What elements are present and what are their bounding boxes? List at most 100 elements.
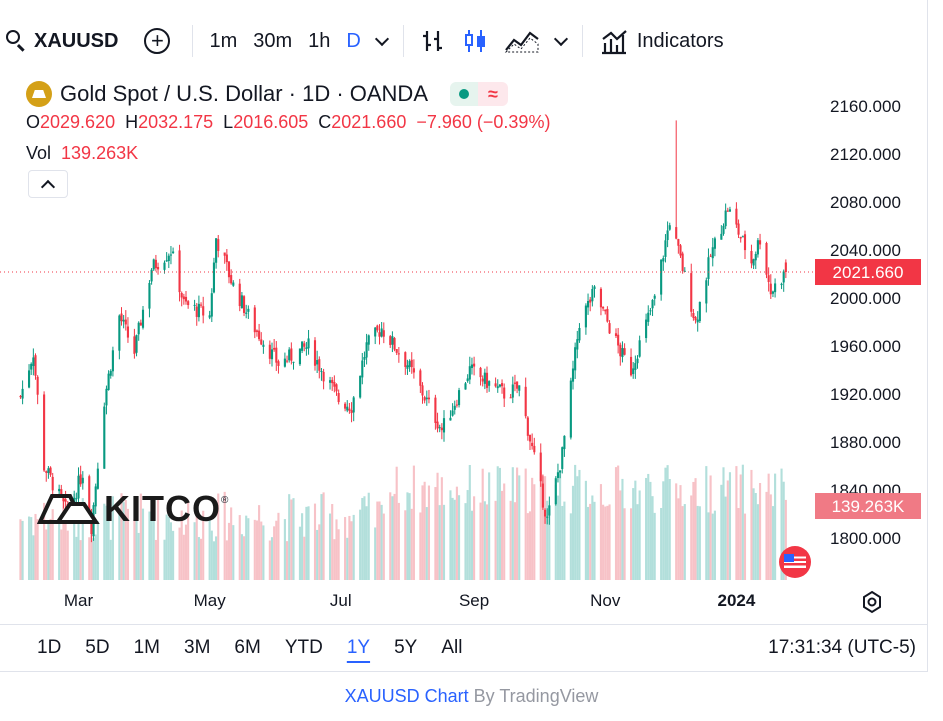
candle-style-button[interactable] [454,21,496,61]
candle-body [391,336,394,345]
range-1m-button[interactable]: 1M [133,637,160,658]
volume-bar [758,482,762,580]
candle-body [584,305,587,328]
candle-body [425,397,428,400]
volume-bar [638,490,641,580]
candle-body [481,378,484,382]
interval-dropdown-button[interactable] [369,21,395,61]
bars-icon [422,31,442,51]
range-5y-button[interactable]: 5Y [394,637,418,658]
candle-body [651,299,654,309]
candle-body [316,360,319,365]
chart-style-dropdown-button[interactable] [548,21,574,61]
high-key: H [125,112,139,132]
volume-bar [621,478,624,580]
volume-bar [19,519,22,580]
volume-bar [376,501,379,580]
settings-gear-icon[interactable] [859,589,885,620]
candle-body [756,240,759,255]
volume-bar [96,521,99,580]
candle-body [681,253,684,272]
volume-bar [591,495,594,580]
candle-body [88,476,91,518]
indicators-button[interactable]: Indicators [591,21,732,61]
candle-body [638,340,641,357]
volume-bar [156,496,160,580]
candle-body [277,361,280,366]
candle-body [288,349,291,361]
range-5d-button[interactable]: 5D [85,637,110,658]
candle-body [150,269,153,282]
candle-body [154,259,157,269]
area-style-button[interactable] [496,21,548,61]
volume-bar [270,537,274,580]
range-1d-button[interactable]: 1D [37,637,62,658]
volume-bar [645,477,648,580]
candle-body [365,342,368,358]
candle-body [690,273,693,312]
candle-body [352,397,355,413]
volume-bar [528,511,532,580]
timezone-clock[interactable]: 17:31:34 (UTC-5) [768,637,916,658]
volume-bar [253,519,256,580]
candle-body [546,516,549,518]
volume-bar [79,540,82,580]
candle-body [148,282,151,309]
range-ytd-button[interactable]: YTD [284,637,323,658]
range-6m-button[interactable]: 6M [234,637,261,658]
market-status-pill[interactable]: ≈ [450,82,508,106]
range-all-button[interactable]: All [441,637,463,658]
candle-body [494,383,497,387]
candle-body [440,427,443,431]
symbol-search-button[interactable]: XAUUSD [4,21,126,61]
candle-body [498,384,501,387]
candle-body [199,304,203,306]
candle-body [619,344,622,357]
close-key: C [318,112,332,132]
candle-body [758,240,762,245]
volume-bar [563,501,566,580]
volume-bar [66,530,69,580]
volume-bar [690,495,693,580]
candle-body [647,312,650,322]
interval-d-button[interactable]: D [346,29,361,52]
us-flag-icon[interactable] [779,546,811,578]
volume-bar [32,535,35,580]
range-3m-button[interactable]: 3M [184,637,211,658]
volume-bar [313,503,317,580]
candle-body [511,384,514,398]
y-tick-label: 2120.000 [830,145,901,164]
volume-bar [122,502,125,580]
add-symbol-icon[interactable]: + [144,28,171,54]
chart-link[interactable]: XAUUSD Chart [344,686,469,706]
interval-1m-button[interactable]: 1m [209,29,238,52]
candle-body [322,371,325,382]
candle-body [346,406,349,411]
range-1y-button[interactable]: 1Y [346,637,371,658]
candle-body [303,343,306,347]
volume-bar [187,500,190,580]
candle-body [34,355,37,376]
price-chart[interactable]: 2160.000 2120.000 2080.000 2040.000 2000.000… [0,70,928,626]
volume-bar [292,498,295,580]
y-tick-label: 1800.000 [830,529,901,548]
chevron-up-icon [40,179,56,194]
interval-1h-button[interactable]: 1h [308,29,331,52]
candle-body [457,390,461,406]
candle-body [593,286,596,289]
x-tick-label: 2024 [717,591,755,610]
bar-style-button[interactable] [412,21,454,61]
volume-bar [518,475,521,580]
volume-bar [546,500,549,580]
volume-bar [393,493,396,580]
candles-icon [464,30,485,52]
legend-collapse-button[interactable] [28,170,68,198]
volume-bar [485,504,489,580]
volume-bar [434,487,437,580]
interval-30m-button[interactable]: 30m [253,29,293,52]
candle-body [380,328,383,337]
volume-bar [694,478,697,580]
volume-bar [756,504,759,580]
candle-body [393,338,396,350]
toolbar-divider [402,25,404,57]
